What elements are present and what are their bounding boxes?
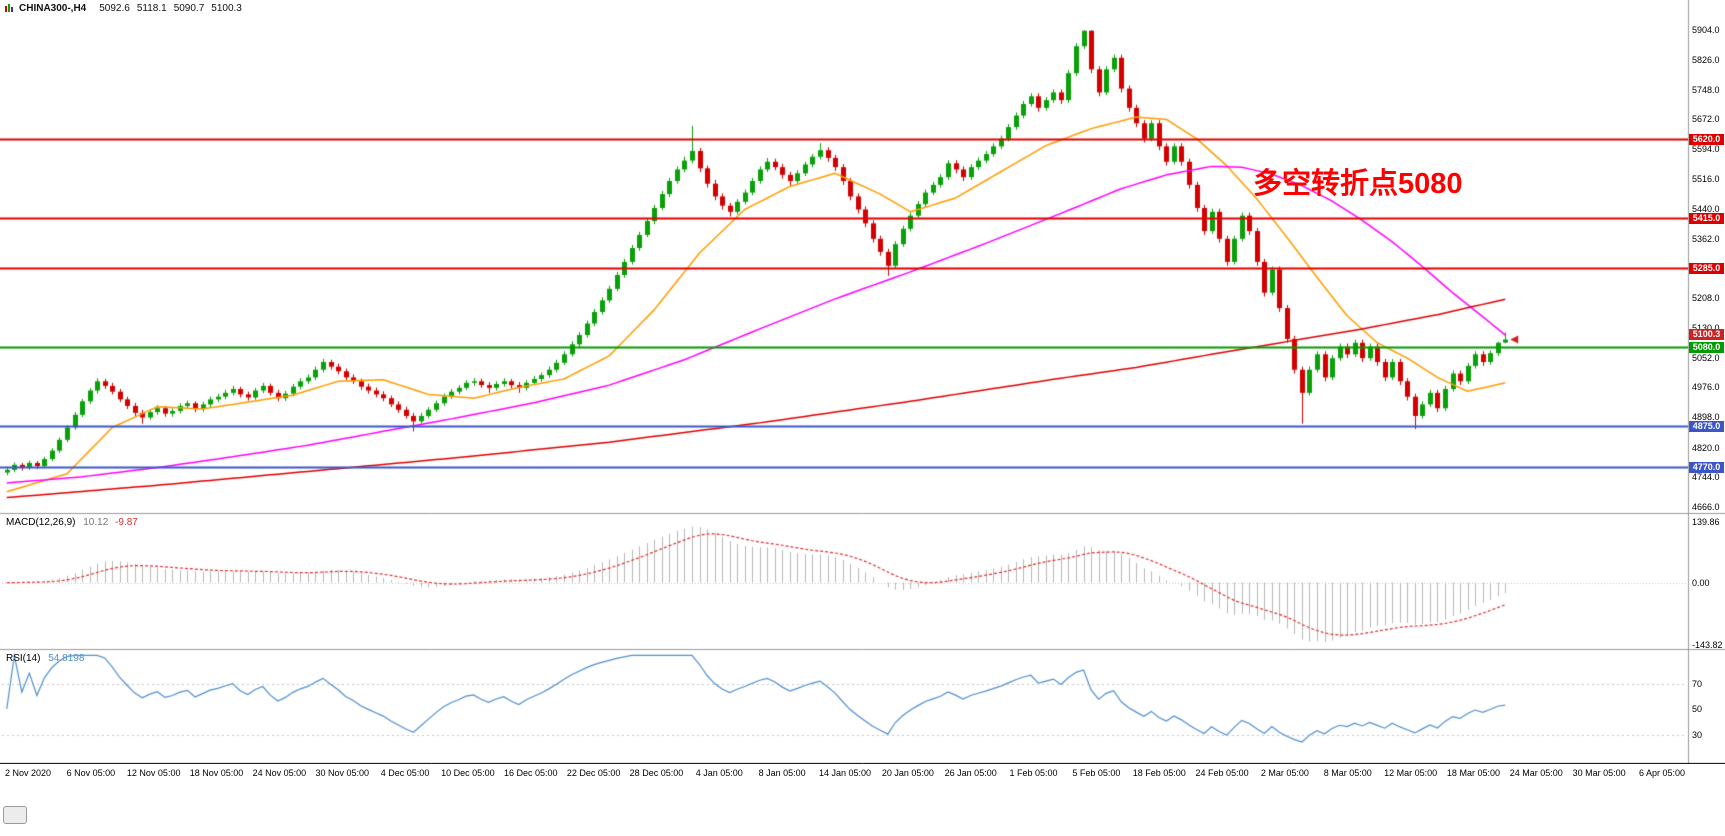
symbol-label: CHINA300-,H4: [19, 3, 87, 14]
chart-header: CHINA300-,H4 5092.6 5118.1 5090.7 5100.3: [4, 3, 242, 14]
time-tick: 1 Feb 05:00: [1009, 768, 1058, 778]
chart-canvas[interactable]: [0, 0, 1725, 764]
price-tick: 5130.0: [1692, 323, 1720, 333]
price-tick: 5904.0: [1692, 25, 1720, 36]
price-tick: 5440.0: [1692, 203, 1720, 214]
price-tick: 5826.0: [1692, 55, 1720, 66]
time-tick: 24 Nov 05:00: [252, 768, 307, 778]
macd-scale-tick: -143.82: [1692, 640, 1723, 650]
time-tick: 22 Dec 05:00: [566, 768, 621, 778]
hline-price-badge: 4770.0: [1689, 461, 1724, 473]
time-tick: 6 Nov 05:00: [66, 768, 116, 778]
time-tick: 2 Nov 2020: [4, 768, 52, 778]
time-tick: 6 Apr 05:00: [1638, 768, 1686, 778]
price-tick: 4820.0: [1692, 442, 1720, 453]
hline-price-badge: 5080.0: [1689, 342, 1724, 354]
time-tick: 18 Feb 05:00: [1132, 768, 1186, 778]
time-tick: 20 Jan 05:00: [881, 768, 934, 778]
time-tick: 28 Dec 05:00: [629, 768, 684, 778]
time-tick: 30 Mar 05:00: [1572, 768, 1626, 778]
price-tick: 4744.0: [1692, 471, 1720, 482]
price-tick: 5748.0: [1692, 85, 1720, 96]
rsi-name: RSI(14): [6, 653, 41, 664]
time-tick: 2 Mar 05:00: [1260, 768, 1309, 778]
time-tick: 24 Feb 05:00: [1195, 768, 1249, 778]
macd-main-value: 10.12: [83, 517, 109, 528]
macd-indicator-label: MACD(12,26,9) 10.12 -9.87: [6, 517, 138, 528]
rsi-scale-tick: 30: [1692, 729, 1703, 740]
time-tick: 24 Mar 05:00: [1509, 768, 1563, 778]
time-axis[interactable]: 2 Nov 2020 6 Nov 05:00 12 Nov 05:00 18 Nov …: [0, 764, 1688, 790]
time-tick: 18 Nov 05:00: [189, 768, 244, 778]
close-value: 5100.3: [211, 3, 242, 14]
time-tick: 10 Dec 05:00: [441, 768, 495, 778]
time-tick: 4 Jan 05:00: [695, 768, 743, 778]
time-tick: 30 Nov 05:00: [315, 768, 369, 778]
bottom-left-tab[interactable]: [3, 806, 27, 824]
price-tick: 5052.0: [1692, 353, 1720, 364]
price-tick: 5594.0: [1692, 144, 1720, 155]
price-tick: 4898.0: [1692, 412, 1720, 423]
price-tick: 4976.0: [1692, 382, 1720, 393]
time-tick: 5 Feb 05:00: [1072, 768, 1121, 778]
time-tick: 18 Mar 05:00: [1446, 768, 1500, 778]
current-price-badge: 5100.3: [1689, 328, 1724, 340]
time-tick: 8 Mar 05:00: [1323, 768, 1372, 778]
macd-scale-tick: 139.86: [1692, 517, 1720, 527]
price-tick: 5208.0: [1692, 293, 1720, 304]
time-tick: 8 Jan 05:00: [758, 768, 806, 778]
rsi-value: 54.8198: [48, 653, 85, 664]
macd-signal-value: -9.87: [115, 517, 138, 528]
rsi-scale-tick: 70: [1692, 678, 1703, 689]
annotation-text[interactable]: 多空转折点5080: [1253, 168, 1463, 200]
time-tick: 12 Mar 05:00: [1384, 768, 1438, 778]
symbol-icon: [5, 4, 13, 12]
time-tick: 16 Dec 05:00: [503, 768, 558, 778]
hline-price-badge: 4875.0: [1689, 421, 1724, 433]
price-tick: 5672.0: [1692, 114, 1720, 125]
price-tick: 5516.0: [1692, 174, 1720, 185]
open-value: 5092.6: [99, 3, 130, 14]
time-tick: 26 Jan 05:00: [944, 768, 997, 778]
low-value: 5090.7: [173, 3, 205, 14]
time-tick: 12 Nov 05:00: [126, 768, 181, 778]
time-tick: 14 Jan 05:00: [818, 768, 872, 778]
price-scale[interactable]: 5904.0 5826.0 5748.0 5672.0 5594.0 5516.0 5440…: [1688, 0, 1725, 764]
hline-price-badge: 5415.0: [1689, 213, 1724, 225]
price-tick: 4666.0: [1692, 501, 1720, 512]
high-value: 5118.1: [136, 3, 167, 14]
hline-price-badge: 5285.0: [1689, 263, 1724, 275]
macd-scale-tick: 0.00: [1692, 577, 1710, 588]
rsi-scale-tick: 50: [1692, 704, 1703, 714]
hline-price-badge: 5620.0: [1689, 134, 1724, 146]
price-tick: 5362.0: [1692, 233, 1720, 244]
macd-name: MACD(12,26,9): [6, 517, 76, 528]
rsi-indicator-label: RSI(14) 54.8198: [6, 653, 84, 664]
time-tick: 4 Dec 05:00: [380, 768, 430, 778]
